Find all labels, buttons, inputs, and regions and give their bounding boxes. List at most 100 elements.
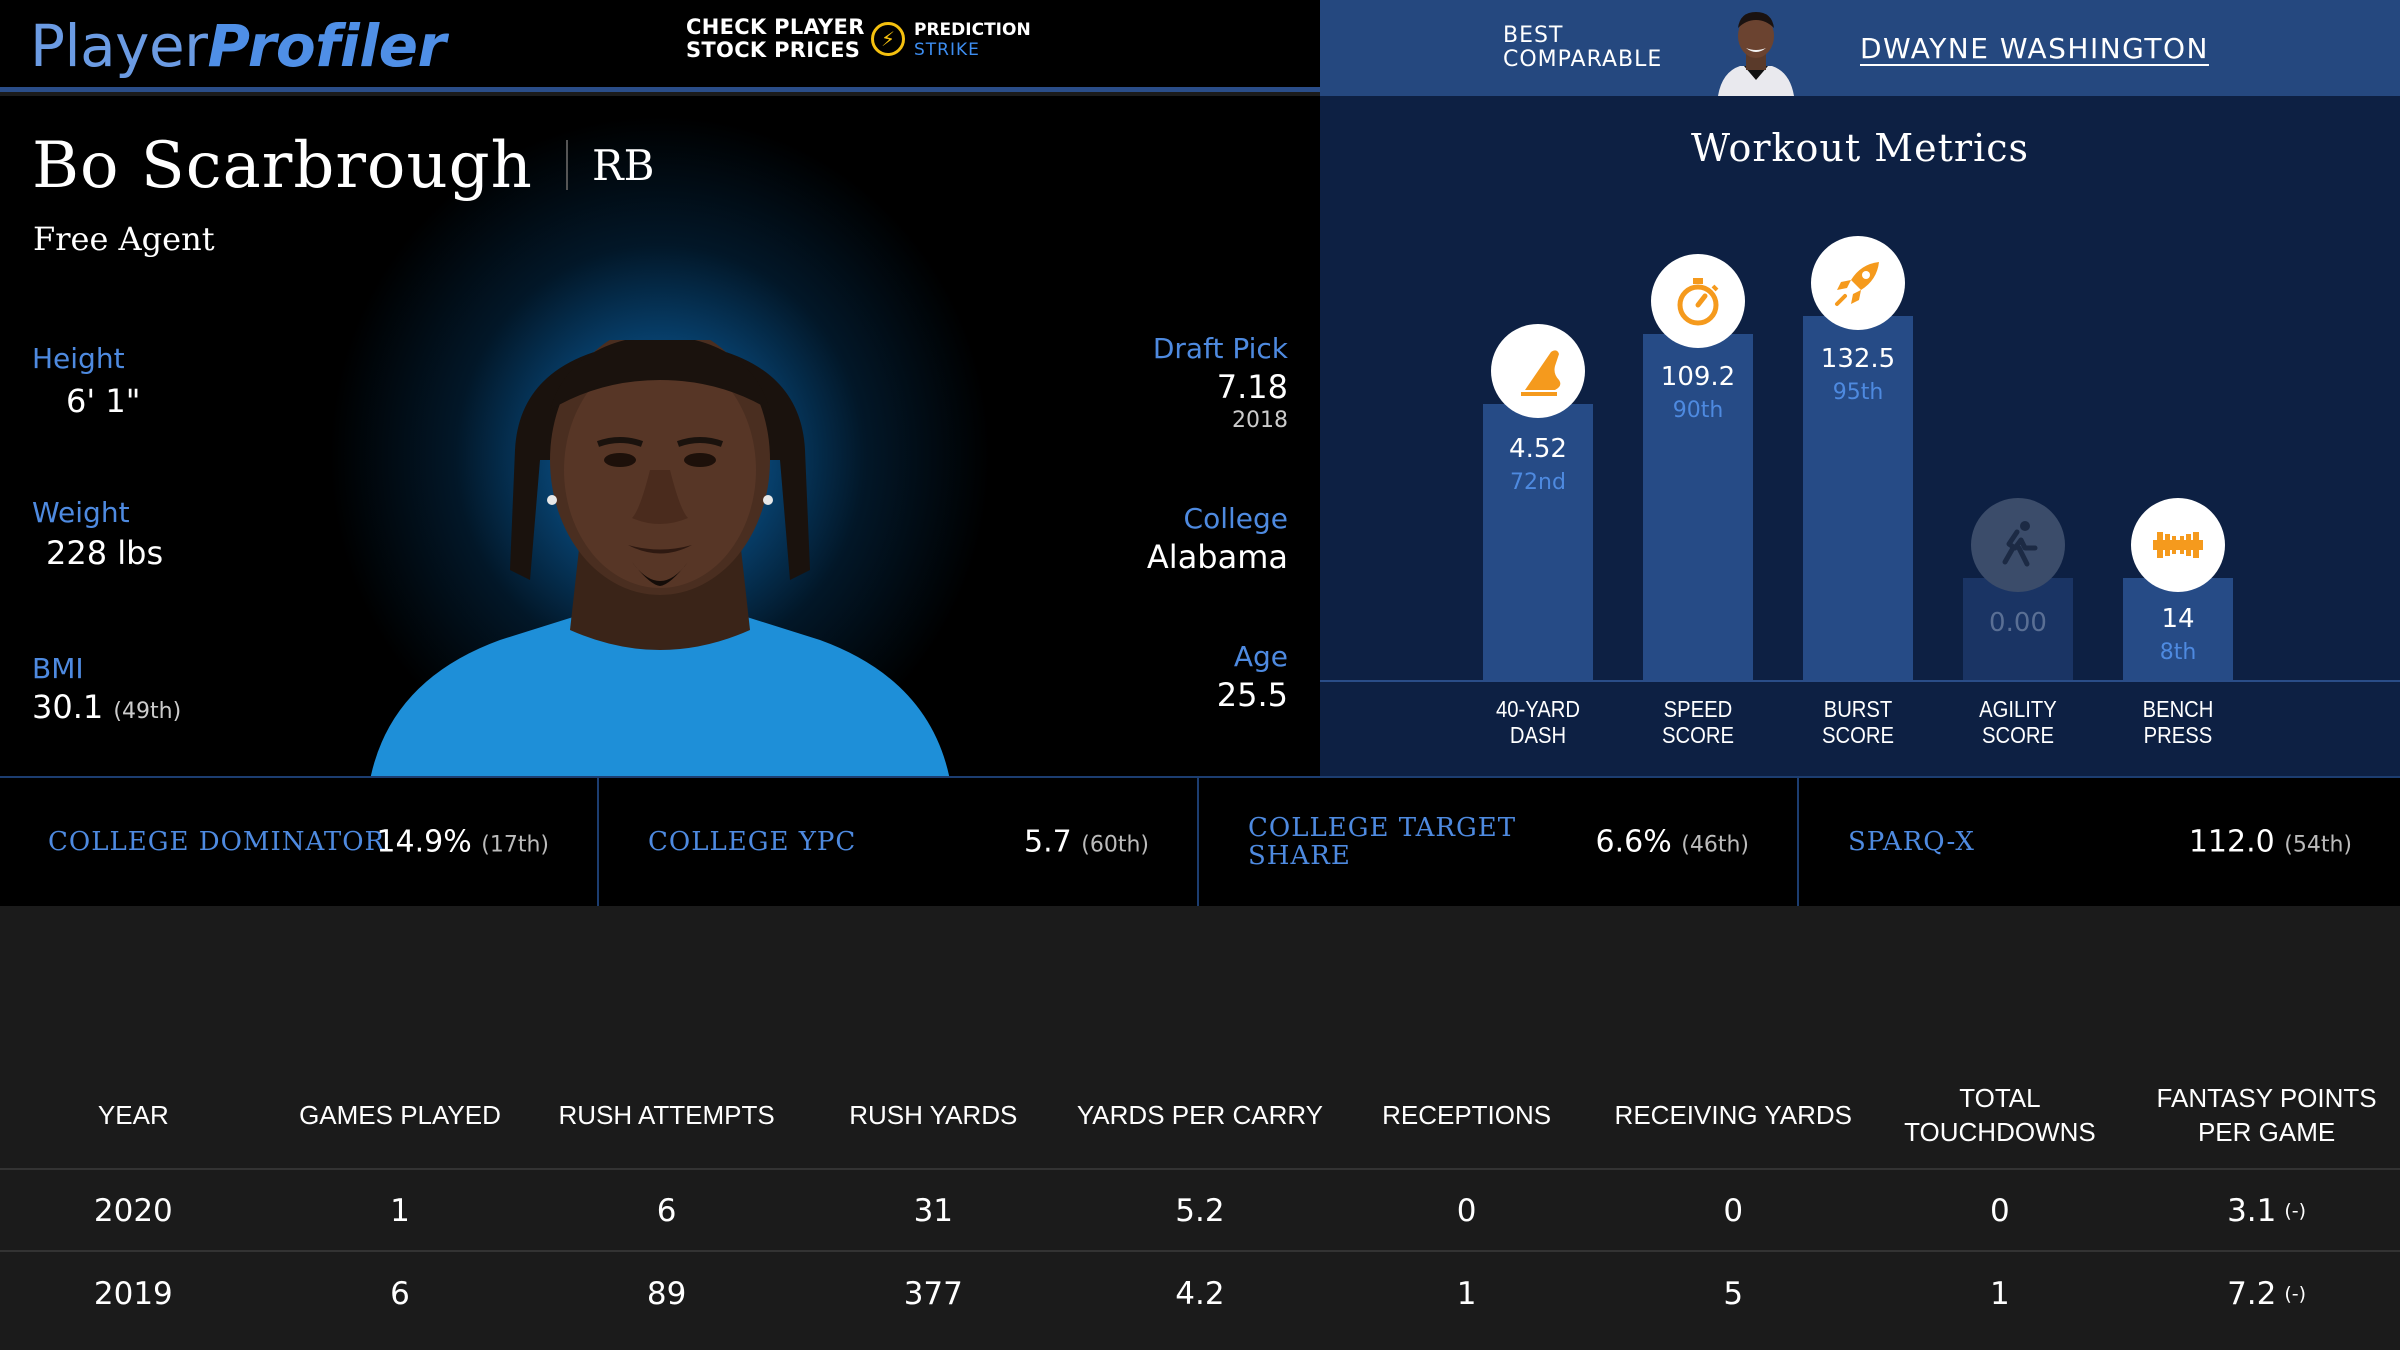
college-ypc-stat[interactable]: COLLEGE YPC 5.7 (60th) bbox=[600, 778, 1199, 906]
metric-burst-score[interactable]: 132.5 95th BURST SCORE bbox=[1803, 96, 1913, 776]
table-row: 2020 1 6 31 5.2 0 0 0 3.1 (-) bbox=[0, 1172, 2400, 1252]
metric-percentile: 72nd bbox=[1510, 470, 1566, 495]
site-logo[interactable]: PlayerProfiler bbox=[30, 14, 446, 78]
metric-bench-press[interactable]: 14 8th BENCH PRESS bbox=[2123, 96, 2233, 776]
promo-brand-line-1: PREDICTION bbox=[914, 20, 1031, 40]
metric-value: 109.2 bbox=[1660, 362, 1736, 392]
metric-bar bbox=[1963, 578, 2073, 680]
college-ypc-label: COLLEGE YPC bbox=[648, 827, 857, 857]
table-cell: 377 bbox=[903, 1276, 963, 1312]
metric-label-line-2: DASH bbox=[1509, 722, 1567, 748]
table-cell: 6 bbox=[656, 1193, 677, 1229]
column-header-receptions[interactable]: RECEPTIONS bbox=[1382, 1100, 1552, 1130]
chart-baseline bbox=[1320, 680, 2400, 682]
metric-label: AGILITY SCORE bbox=[1934, 696, 2101, 748]
table-cell: 5 bbox=[1723, 1276, 1744, 1312]
stopwatch-icon bbox=[1651, 254, 1745, 348]
metric-agility-score[interactable]: 0.00 AGILITY SCORE bbox=[1963, 96, 2073, 776]
college-target-share-value: 6.6% (46th) bbox=[1596, 825, 1750, 860]
metric-bar bbox=[2123, 578, 2233, 680]
metric-label: BENCH PRESS bbox=[2094, 696, 2261, 748]
metric-label-line-1: BURST bbox=[1823, 696, 1893, 722]
college-dominator-value: 14.9% (17th) bbox=[376, 825, 549, 860]
table-cell: 2019 bbox=[93, 1276, 173, 1312]
bmi-value: 30.1 (49th) bbox=[32, 688, 181, 726]
runner-icon bbox=[1971, 498, 2065, 592]
name-position-divider bbox=[566, 140, 568, 190]
metric-percentile: 95th bbox=[1832, 380, 1884, 405]
sparq-x-value: 112.0 (54th) bbox=[2189, 825, 2352, 860]
metric-label: BURST SCORE bbox=[1774, 696, 1941, 748]
college-target-share-label: COLLEGE TARGET SHARE bbox=[1248, 813, 1517, 871]
player-position: RB bbox=[592, 141, 655, 190]
top-header: PlayerProfiler CHECK PLAYER STOCK PRICES… bbox=[0, 0, 1320, 92]
table-cell: 6 bbox=[390, 1276, 410, 1312]
stat-number: 5.7 bbox=[1024, 824, 1072, 860]
college-dominator-label: COLLEGE DOMINATOR bbox=[48, 827, 386, 857]
workout-metrics-title: Workout Metrics bbox=[1690, 126, 2030, 170]
table-cell-fantasy: 3.1 (-) bbox=[2133, 1172, 2400, 1250]
table-header-row: YEAR GAMES PLAYED RUSH ATTEMPTS RUSH YAR… bbox=[0, 1062, 2400, 1170]
metric-label-line-2: SCORE bbox=[1822, 722, 1894, 748]
table-cell: 0 bbox=[1990, 1193, 2010, 1229]
metric-bar bbox=[1803, 316, 1913, 680]
college-dominator-stat[interactable]: COLLEGE DOMINATOR 14.9% (17th) bbox=[0, 778, 599, 906]
column-header-games-played[interactable]: GAMES PLAYED bbox=[299, 1100, 501, 1130]
metric-label-line-2: PRESS bbox=[2143, 722, 2213, 748]
comparable-player-avatar[interactable] bbox=[1716, 6, 1796, 96]
column-header-year[interactable]: YEAR bbox=[97, 1100, 169, 1130]
college-value: Alabama bbox=[1146, 538, 1288, 576]
age-label: Age bbox=[1233, 640, 1288, 673]
player-team: Free Agent bbox=[33, 220, 215, 258]
player-headshot bbox=[370, 340, 950, 776]
promo-line-2: STOCK PRICES bbox=[686, 38, 861, 62]
weight-value: 228 lbs bbox=[46, 534, 164, 572]
table-cell: 89 bbox=[646, 1276, 687, 1312]
table-cell: 2020 bbox=[93, 1193, 173, 1229]
table-cell: 1 bbox=[1990, 1276, 2010, 1312]
bmi-number: 30.1 bbox=[32, 688, 104, 726]
college-label: College bbox=[1183, 502, 1288, 535]
comparable-player-link[interactable]: DWAYNE WASHINGTON bbox=[1860, 32, 2209, 65]
fantasy-value: 7.2 bbox=[2227, 1276, 2277, 1312]
stat-number: 6.6% bbox=[1595, 824, 1672, 860]
column-header-rush-yards[interactable]: RUSH YARDS bbox=[849, 1100, 1018, 1130]
logo-text-profiler: Profiler bbox=[207, 12, 447, 80]
column-header-total-touchdowns[interactable]: TOTAL TOUCHDOWNS bbox=[1904, 1083, 2096, 1147]
height-label: Height bbox=[32, 342, 125, 375]
metric-percentile: 90th bbox=[1672, 398, 1724, 423]
column-header-yards-per-carry[interactable]: YARDS PER CARRY bbox=[1076, 1100, 1323, 1130]
table-cell-fantasy: 7.2 (-) bbox=[2133, 1254, 2400, 1334]
column-header-fantasy-points[interactable]: FANTASY POINTS PER GAME bbox=[2156, 1083, 2377, 1147]
fantasy-rank: (-) bbox=[2284, 1200, 2307, 1222]
metric-40-yard-dash[interactable]: 4.52 72nd 40-YARD DASH bbox=[1483, 96, 1593, 776]
metric-label-line-1: 40-YARD bbox=[1496, 696, 1580, 722]
logo-text-player: Player bbox=[30, 12, 208, 80]
metric-value: 4.52 bbox=[1509, 434, 1567, 464]
column-header-receiving-yards[interactable]: RECEIVING YARDS bbox=[1614, 1100, 1852, 1130]
bmi-label: BMI bbox=[32, 652, 84, 685]
stat-percentile: (60th) bbox=[1081, 832, 1149, 858]
table-cell: 1 bbox=[390, 1193, 410, 1229]
metric-speed-score[interactable]: 109.2 90th SPEED SCORE bbox=[1643, 96, 1753, 776]
shoe-icon bbox=[1491, 324, 1585, 418]
stat-percentile: (17th) bbox=[481, 832, 549, 858]
player-name: Bo Scarbrough bbox=[32, 129, 533, 203]
promo-brand-line-2: STRIKE bbox=[914, 40, 980, 60]
player-profile-panel: Bo Scarbrough RB Free Agent Height 6' 1"… bbox=[0, 96, 1320, 776]
sparq-x-stat[interactable]: SPARQ-X 112.0 (54th) bbox=[1800, 778, 2400, 906]
draft-year: 2018 bbox=[1232, 408, 1288, 433]
height-value: 6' 1" bbox=[66, 382, 141, 420]
workout-metrics-panel: Workout Metrics 4.52 72nd 40-YARD DASH 1… bbox=[1320, 96, 2400, 776]
college-target-share-stat[interactable]: COLLEGE TARGET SHARE 6.6% (46th) bbox=[1200, 778, 1799, 906]
table-cell: 0 bbox=[1456, 1193, 1477, 1229]
sparq-x-label: SPARQ-X bbox=[1848, 827, 1975, 857]
bmi-percentile: (49th) bbox=[113, 699, 182, 724]
metric-value: 132.5 bbox=[1820, 344, 1896, 374]
column-header-rush-attempts[interactable]: RUSH ATTEMPTS bbox=[558, 1100, 775, 1130]
best-comparable-label-line-2: COMPARABLE bbox=[1503, 47, 1663, 72]
best-comparable-label-line-1: BEST bbox=[1503, 23, 1564, 48]
lightning-icon: ⚡ bbox=[871, 22, 905, 56]
table-cell: 4.2 bbox=[1175, 1276, 1225, 1312]
metric-value: 14 bbox=[2161, 604, 2195, 634]
